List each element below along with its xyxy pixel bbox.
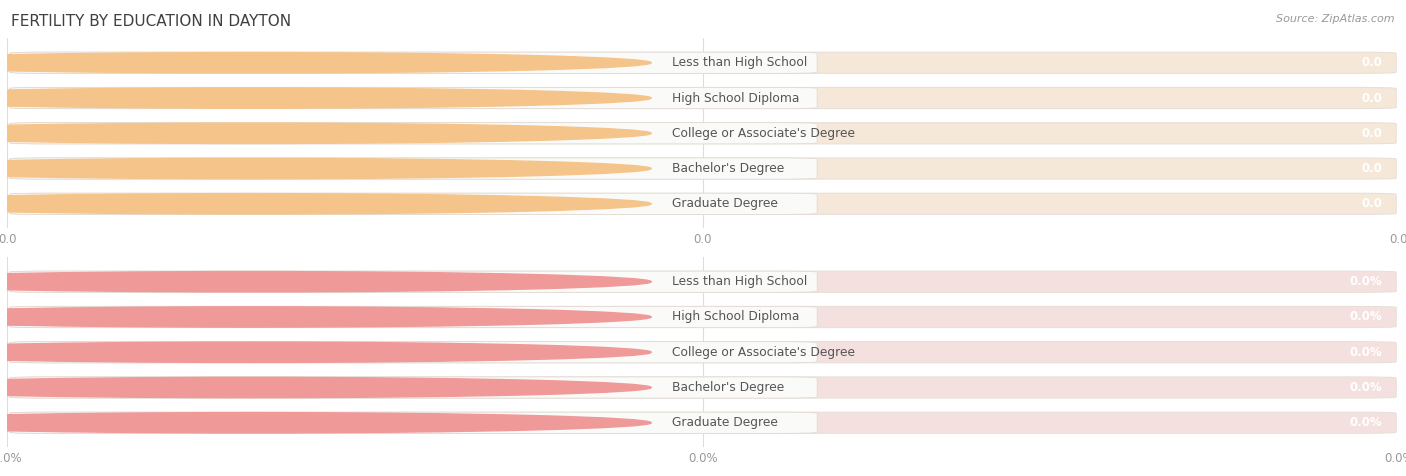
Circle shape <box>0 194 651 214</box>
FancyBboxPatch shape <box>10 193 817 214</box>
Text: Source: ZipAtlas.com: Source: ZipAtlas.com <box>1277 14 1395 24</box>
Text: 0.0: 0.0 <box>1361 162 1382 175</box>
Circle shape <box>0 272 651 292</box>
Text: 0.0%: 0.0% <box>1350 416 1382 429</box>
FancyBboxPatch shape <box>10 377 817 398</box>
FancyBboxPatch shape <box>10 158 817 179</box>
Circle shape <box>0 377 651 397</box>
FancyBboxPatch shape <box>10 193 1396 214</box>
Text: 0.0: 0.0 <box>1361 56 1382 69</box>
Text: 0.0%: 0.0% <box>1350 346 1382 359</box>
FancyBboxPatch shape <box>10 158 1396 179</box>
Circle shape <box>0 123 651 143</box>
Text: 0.0%: 0.0% <box>1350 310 1382 324</box>
FancyBboxPatch shape <box>10 123 1396 144</box>
Text: College or Associate's Degree: College or Associate's Degree <box>672 127 855 140</box>
FancyBboxPatch shape <box>10 52 1396 73</box>
Circle shape <box>0 413 651 433</box>
Text: Graduate Degree: Graduate Degree <box>672 197 778 210</box>
FancyBboxPatch shape <box>10 412 1396 433</box>
Text: 0.0: 0.0 <box>1361 91 1382 105</box>
Text: Graduate Degree: Graduate Degree <box>672 416 778 429</box>
FancyBboxPatch shape <box>10 88 1396 109</box>
Text: FERTILITY BY EDUCATION IN DAYTON: FERTILITY BY EDUCATION IN DAYTON <box>11 14 291 30</box>
FancyBboxPatch shape <box>10 88 817 109</box>
FancyBboxPatch shape <box>10 271 1396 292</box>
FancyBboxPatch shape <box>10 412 817 433</box>
Circle shape <box>0 159 651 178</box>
FancyBboxPatch shape <box>10 52 817 73</box>
FancyBboxPatch shape <box>10 377 1396 398</box>
Text: Bachelor's Degree: Bachelor's Degree <box>672 162 785 175</box>
Text: 0.0%: 0.0% <box>1350 381 1382 394</box>
Text: 0.0: 0.0 <box>1361 127 1382 140</box>
Text: High School Diploma: High School Diploma <box>672 91 800 105</box>
Text: College or Associate's Degree: College or Associate's Degree <box>672 346 855 359</box>
Text: Bachelor's Degree: Bachelor's Degree <box>672 381 785 394</box>
FancyBboxPatch shape <box>10 342 817 363</box>
Circle shape <box>0 307 651 327</box>
FancyBboxPatch shape <box>10 342 1396 363</box>
FancyBboxPatch shape <box>10 271 817 292</box>
Text: 0.0: 0.0 <box>1361 197 1382 210</box>
FancyBboxPatch shape <box>10 123 817 144</box>
FancyBboxPatch shape <box>10 307 817 327</box>
Circle shape <box>0 342 651 362</box>
FancyBboxPatch shape <box>10 307 1396 327</box>
Text: Less than High School: Less than High School <box>672 275 807 288</box>
Circle shape <box>0 88 651 108</box>
Text: Less than High School: Less than High School <box>672 56 807 69</box>
Text: High School Diploma: High School Diploma <box>672 310 800 324</box>
Text: 0.0%: 0.0% <box>1350 275 1382 288</box>
Circle shape <box>0 53 651 73</box>
